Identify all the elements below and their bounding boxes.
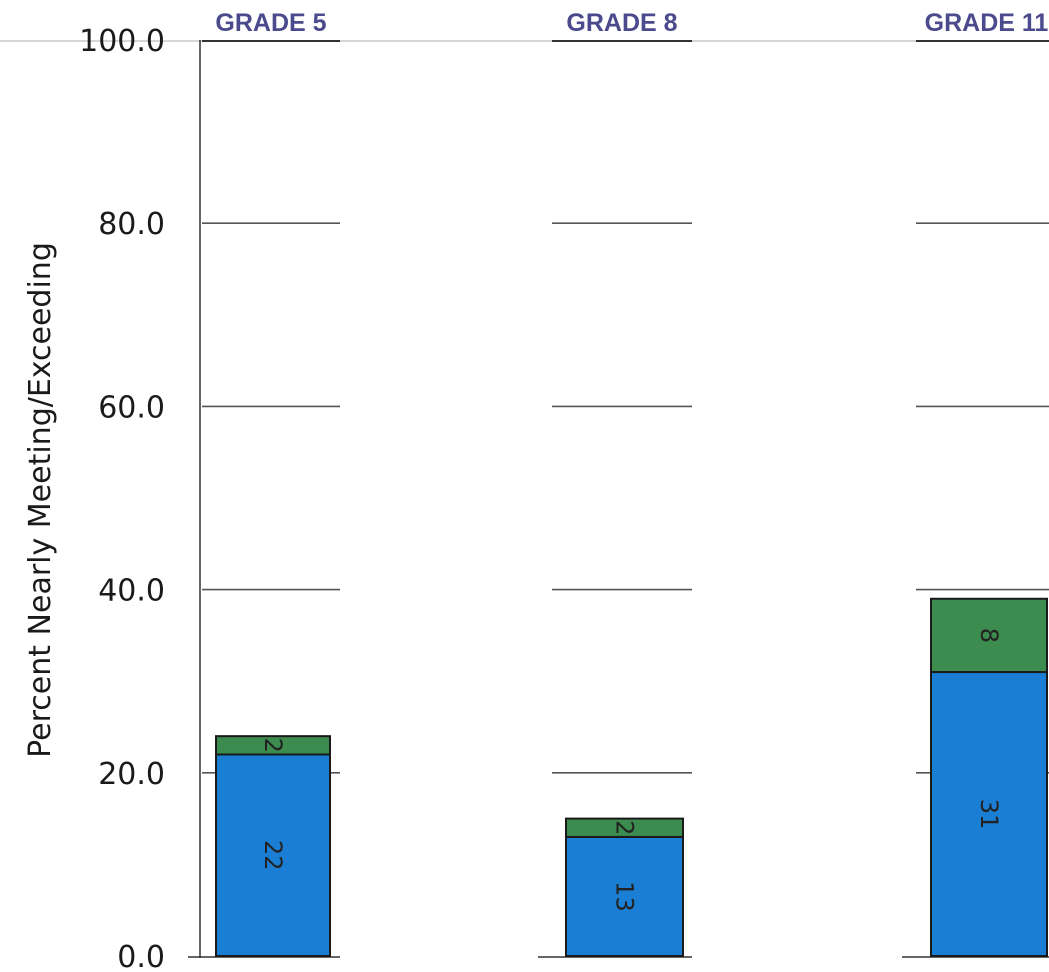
data-label: 2 — [259, 738, 287, 753]
grade-header: GRADE 5 — [215, 9, 326, 37]
y-tick-label: 80.0 — [98, 207, 165, 242]
bar-segment — [930, 597, 1048, 674]
y-tick-label: 20.0 — [98, 757, 165, 792]
data-label: 31 — [975, 799, 1003, 830]
data-label: 13 — [611, 881, 639, 912]
bar-segment — [565, 817, 684, 838]
bar-segment — [930, 671, 1048, 957]
bar-segment — [215, 735, 331, 756]
y-tick-label: 60.0 — [98, 390, 165, 425]
bar-segment — [565, 835, 684, 957]
bar-segment — [215, 753, 331, 957]
grade-header: GRADE 11 — [925, 9, 1049, 37]
grade-headers: GRADE 5 GRADE 8 GRADE 11 — [202, 9, 1049, 42]
y-tick-label: 40.0 — [98, 574, 165, 609]
y-tick-label: 100.0 — [79, 24, 165, 59]
y-axis-label: Percent Nearly Meeting/Exceeding — [23, 242, 58, 758]
data-label: 22 — [259, 840, 287, 871]
data-label: 8 — [975, 628, 1003, 643]
grade-header: GRADE 8 — [566, 9, 677, 37]
y-tick-label: 0.0 — [117, 940, 165, 972]
y-tick-labels: 0.0 20.0 40.0 60.0 80.0 100.0 — [79, 24, 165, 972]
gridlines — [188, 222, 1049, 958]
data-label: 2 — [611, 820, 639, 835]
